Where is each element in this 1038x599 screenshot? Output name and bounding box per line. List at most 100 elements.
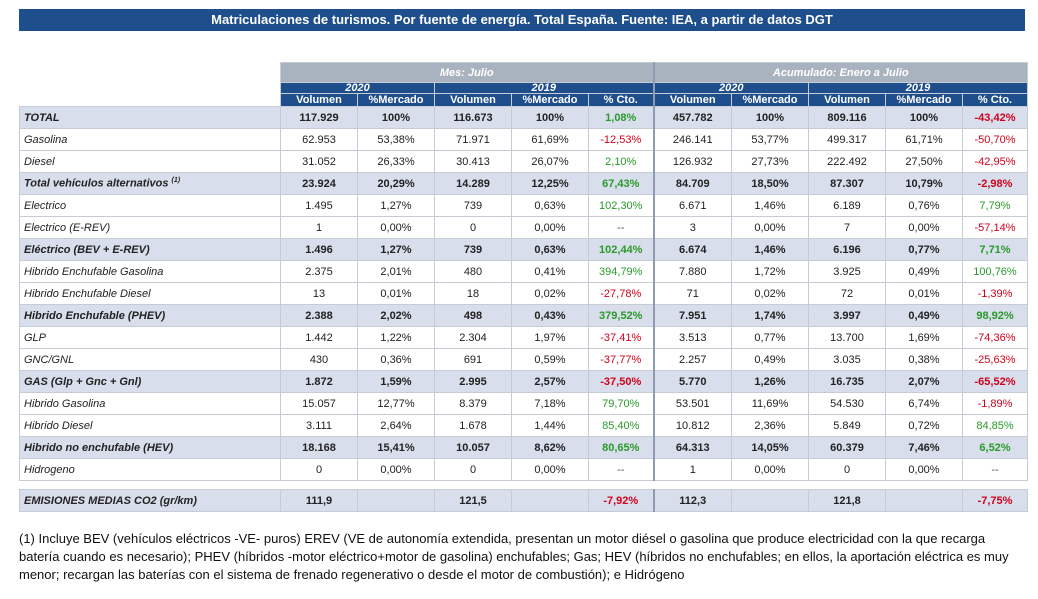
table-cell: 98,92% (962, 304, 1028, 327)
table-cell: 0,02% (731, 282, 809, 305)
table-cell: 7 (808, 216, 886, 239)
table-row: Hibrido Enchufable Gasolina 2.375 2,01% 480… (19, 260, 1028, 283)
row-label: Hibrido Diesel (19, 414, 281, 437)
table-cell: 1,46% (731, 194, 809, 217)
row-label-text: Hibrido Enchufable (PHEV) (24, 309, 166, 322)
table-cell: 18 (434, 282, 512, 305)
table-cell: 3.111 (280, 414, 358, 437)
row-label-text: Hibrido no enchufable (HEV) (24, 441, 174, 454)
table-cell: 117.929 (280, 106, 358, 129)
table-cell: 26,07% (511, 150, 589, 173)
table-row: Total vehículos alternativos (1) 23.924 20… (19, 172, 1028, 195)
table-cell: 0 (434, 458, 512, 481)
row-label-text: Hibrido Gasolina (24, 397, 106, 410)
table-cell: 14,05% (731, 436, 809, 459)
table-cell: 8,62% (511, 436, 589, 459)
table-cell: 7.880 (652, 260, 732, 283)
table-cell: 61,71% (885, 128, 963, 151)
table-cell: -1,39% (962, 282, 1028, 305)
table-cell: -- (588, 216, 654, 239)
table-cell: 0,49% (885, 260, 963, 283)
row-label-text: Eléctrico (BEV + E-REV) (24, 243, 150, 256)
table-cell: 0,00% (885, 458, 963, 481)
table-cell: 1,08% (588, 106, 654, 129)
table-cell: 457.782 (652, 106, 732, 129)
table-cell: 0,59% (511, 348, 589, 371)
table-cell: 0,01% (885, 282, 963, 305)
page-title: Matriculaciones de turismos. Por fuente … (19, 9, 1025, 31)
table-cell: 2,01% (357, 260, 435, 283)
table-cell: 7,71% (962, 238, 1028, 261)
table-cell: 1,72% (731, 260, 809, 283)
row-label: Electrico (19, 194, 281, 217)
table-cell: 6.196 (808, 238, 886, 261)
row-label: Gasolina (19, 128, 281, 151)
table-cell: 2.304 (434, 326, 512, 349)
table-cell: 3.925 (808, 260, 886, 283)
row-label-text: Hibrido Enchufable Gasolina (24, 265, 164, 278)
table-cell: 80,65% (588, 436, 654, 459)
row-label-text: EMISIONES MEDIAS CO2 (gr/km) (24, 494, 197, 507)
table-cell (357, 489, 435, 512)
table-cell: -1,89% (962, 392, 1028, 415)
table-cell: -27,78% (588, 282, 654, 305)
table-cell: 15.057 (280, 392, 358, 415)
table-cell: 0 (808, 458, 886, 481)
table-cell: 0,41% (511, 260, 589, 283)
table-cell: 809.116 (808, 106, 886, 129)
table-cell: 7,18% (511, 392, 589, 415)
table-row: Hidrogeno 0 0,00% 0 0,00% -- 1 0,00% 0 0,00% -- (19, 458, 1028, 481)
table-cell: 100,76% (962, 260, 1028, 283)
row-label: Eléctrico (BEV + E-REV) (19, 238, 281, 261)
table-cell: 0,00% (511, 216, 589, 239)
table-cell: 26,33% (357, 150, 435, 173)
table-row: Hibrido Enchufable Diesel 13 0,01% 18 0,02% -… (19, 282, 1028, 305)
table-cell: 53,38% (357, 128, 435, 151)
table-cell: 0,00% (357, 458, 435, 481)
row-label: TOTAL (19, 106, 281, 129)
header-group-row: Mes: Julio Acumulado: Enero a Julio (19, 62, 1028, 83)
row-label-text: Electrico (24, 199, 67, 212)
table-cell: 8.379 (434, 392, 512, 415)
row-label: GAS (Glp + Gnc + Gnl) (19, 370, 281, 393)
table-cell: 0,02% (511, 282, 589, 305)
table-cell: -25,63% (962, 348, 1028, 371)
table-cell: 0,00% (731, 458, 809, 481)
row-label: Hibrido Enchufable Diesel (19, 282, 281, 305)
table-row: Eléctrico (BEV + E-REV) 1.496 1,27% 739 0,63… (19, 238, 1028, 261)
col-volumen: Volumen (280, 93, 358, 107)
col-mercado: %Mercado (357, 93, 435, 107)
table-cell: 71 (652, 282, 732, 305)
table-cell: 111,9 (280, 489, 358, 512)
table-cell: 7,79% (962, 194, 1028, 217)
table-cell: 87.307 (808, 172, 886, 195)
table-cell: 3.035 (808, 348, 886, 371)
table-row: TOTAL 117.929 100% 116.673 100% 1,08% 457.782 1… (19, 106, 1028, 129)
table-cell: 7,46% (885, 436, 963, 459)
table-cell: 2.995 (434, 370, 512, 393)
table-cell: -50,70% (962, 128, 1028, 151)
table-cell: 3.997 (808, 304, 886, 327)
table-cell: 62.953 (280, 128, 358, 151)
table-cell: 1 (652, 458, 732, 481)
table-cell: 16.735 (808, 370, 886, 393)
table-cell: 71.971 (434, 128, 512, 151)
table-cell: 121,5 (434, 489, 512, 512)
table-cell: 394,79% (588, 260, 654, 283)
row-label-text: GNC/GNL (24, 353, 75, 366)
table-cell: 84,85% (962, 414, 1028, 437)
row-label-text: Total vehículos alternativos (24, 177, 169, 190)
table-cell: -12,53% (588, 128, 654, 151)
header-empty-cell (19, 82, 281, 94)
table-cell: 23.924 (280, 172, 358, 195)
table-cell: 54.530 (808, 392, 886, 415)
table-cell: 53.501 (652, 392, 732, 415)
col-mercado: %Mercado (731, 93, 809, 107)
header-group-acumulado: Acumulado: Enero a Julio (652, 62, 1028, 83)
table-cell: -37,50% (588, 370, 654, 393)
table-cell: 499.317 (808, 128, 886, 151)
table-cell: 1.678 (434, 414, 512, 437)
row-label: GLP (19, 326, 281, 349)
table-cell: -74,36% (962, 326, 1028, 349)
row-label-text: GAS (Glp + Gnc + Gnl) (24, 375, 142, 388)
